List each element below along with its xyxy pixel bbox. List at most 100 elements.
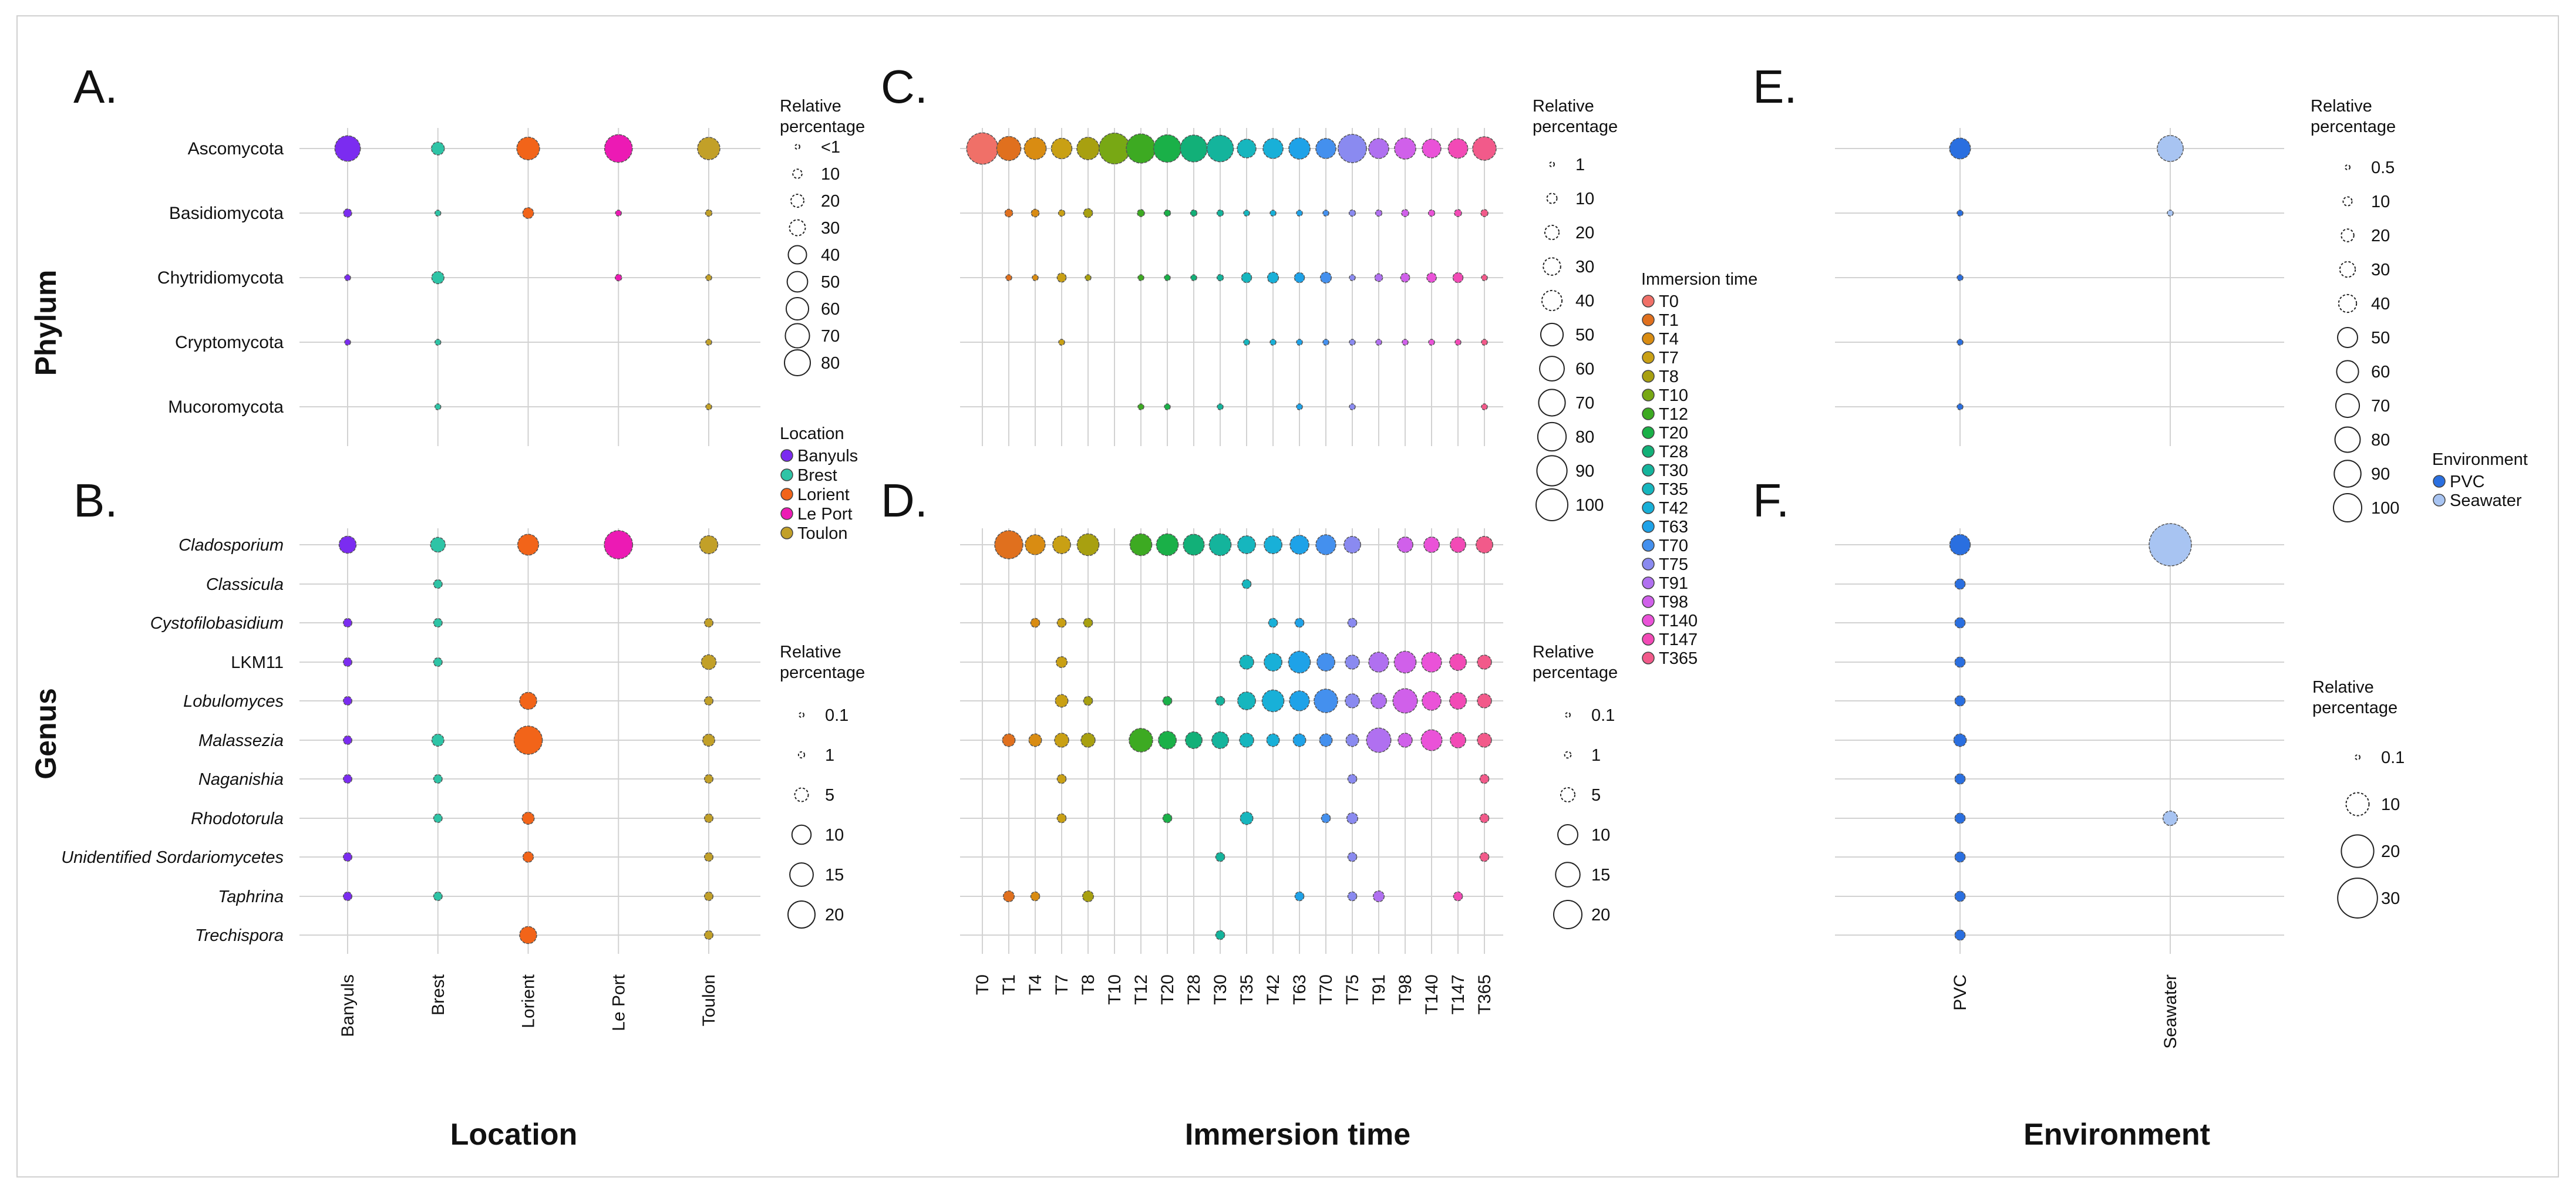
- panel-b-letter: B.: [73, 474, 118, 527]
- legend-label-t10: T10: [1659, 386, 1688, 405]
- panel-d-bubble-lkm11-t7: [1055, 656, 1068, 669]
- panel-d-bubble-lobulomyces-t75: [1345, 693, 1360, 708]
- panel-b-bubble-cystofilobasidium-banyuls: [342, 618, 353, 628]
- panel-c-bubble-chytridiomycota-t91: [1374, 273, 1383, 282]
- panel-d-bubble-cladosporium-t20: [1156, 533, 1179, 556]
- panel-d-bubble-malassezia-t8: [1080, 733, 1096, 748]
- panel-c-bubble-ascomycota-t20: [1153, 134, 1182, 163]
- x-tick-t30: T30: [1211, 974, 1230, 1005]
- panel-d-bubble-unidentified-sordariomycetes-t365: [1479, 852, 1490, 862]
- legend-label-pvc: PVC: [2450, 473, 2485, 491]
- panel-c-size-legend-circle: [1543, 257, 1561, 276]
- panel-f-bubble-rhodotorula-pvc: [1954, 812, 1966, 824]
- legend-label-t70: T70: [1659, 537, 1688, 555]
- panel-c-bubble-ascomycota-t4: [1023, 137, 1047, 160]
- panel-b-bubble-trechispora-toulon: [703, 930, 714, 940]
- panel-c-bubble-cryptomycota-t365: [1481, 339, 1488, 346]
- panel-e-bubble-ascomycota-seawater: [2157, 135, 2184, 162]
- panel-a-bubble-basidiomycota-brest: [435, 210, 442, 217]
- panel-c-bubble-mucoromycota-t75: [1349, 403, 1356, 410]
- x-tick-t20: T20: [1158, 974, 1177, 1005]
- legend-dot-t70: [1642, 539, 1655, 552]
- panel-c-bubble-basidiomycota-t1: [1004, 208, 1013, 218]
- panel-d-bubble-naganishia-t7: [1056, 774, 1067, 784]
- panel-d-bubble-lkm11-t63: [1288, 650, 1311, 674]
- panel-c-bubble-cryptomycota-t7: [1058, 339, 1065, 346]
- panel-b-bubble-cladosporium-le-port: [604, 530, 634, 559]
- panel-a-size-legend-label: 80: [821, 354, 840, 373]
- panel-a-size-legend-label: 60: [821, 300, 840, 319]
- panel-c-bubble-chytridiomycota-t75: [1349, 274, 1356, 281]
- panel-d-bubble-malassezia-t1: [1002, 733, 1016, 747]
- legend-label-t28: T28: [1659, 443, 1688, 461]
- side-label-phylum: Phylum: [29, 270, 62, 376]
- panel-c-bubble-basidiomycota-t30: [1216, 209, 1224, 217]
- legend-label-brest: Brest: [797, 466, 837, 485]
- x-tick-banyuls: Banyuls: [338, 974, 358, 1037]
- panel-d-bubble-cystofilobasidium-t7: [1056, 618, 1067, 628]
- panel-d-bubble-lobulomyces-t30: [1215, 696, 1225, 706]
- x-tick-t147: T147: [1449, 974, 1468, 1014]
- panel-d-size-legend-label: 0.1: [1591, 706, 1615, 725]
- panel-b-size-legend-label: 0.1: [825, 706, 848, 725]
- panel-c-size-legend-label: 50: [1575, 326, 1594, 345]
- bottom-title-location: Location: [450, 1118, 578, 1152]
- legend-label-t30: T30: [1659, 461, 1688, 480]
- panel-d-bubble-cladosporium-t70: [1315, 534, 1336, 555]
- legend-label-t63: T63: [1659, 518, 1688, 537]
- panel-b-size-legend-label: 1: [825, 746, 834, 765]
- legend-dot-banyuls: [780, 449, 793, 462]
- panel-d-bubble-lobulomyces-t8: [1083, 696, 1093, 706]
- row-label-classicula: Classicula: [206, 575, 284, 594]
- panel-c-size-legend-circle: [1538, 389, 1566, 417]
- panel-f-letter: F.: [1753, 474, 1789, 527]
- panel-c-bubble-chytridiomycota-t20: [1164, 274, 1171, 281]
- legend-dot-t91: [1642, 576, 1655, 589]
- panel-c-bubble-cryptomycota-t70: [1322, 339, 1329, 346]
- panel-d-bubble-cladosporium-t75: [1343, 536, 1361, 554]
- panel-d-bubble-malassezia-t35: [1239, 733, 1254, 748]
- panel-c-bubble-mucoromycota-t365: [1481, 403, 1488, 410]
- panel-a-size-legend-circle: [789, 219, 806, 237]
- x-tick-t35: T35: [1237, 974, 1257, 1005]
- panel-c-letter: C.: [881, 60, 928, 113]
- panel-b-size-legend-title-2: percentage: [780, 663, 865, 682]
- legend-dot-t98: [1642, 595, 1655, 608]
- legend-dot-t75: [1642, 558, 1655, 571]
- panel-a-size-legend-circle: [785, 296, 810, 321]
- panel-e-bubble-basidiomycota-pvc: [1957, 210, 1964, 217]
- panel-d-bubble-cladosporium-t147: [1450, 537, 1466, 553]
- panel-d-bubble-taphrina-t75: [1347, 891, 1358, 902]
- x-tick-brest: Brest: [429, 974, 448, 1015]
- panel-f-bubble-cladosporium-seawater: [2149, 523, 2192, 566]
- panel-d: D. T0 T1 T4 T7 T8 T10 T12 T20 T28 T30 T35 T42 T63 T70 T…: [881, 474, 1618, 1014]
- panel-b-size-legend-label: 15: [825, 866, 844, 885]
- panel-a-size-legend-label: <1: [821, 138, 840, 157]
- panel-d-bubble-cystofilobasidium-t42: [1268, 618, 1278, 628]
- panel-d-bubble-taphrina-t91: [1372, 890, 1385, 903]
- panel-e-size-legend-circle: [2338, 293, 2358, 313]
- legend-label-t0: T0: [1659, 292, 1679, 311]
- x-tick-t91: T91: [1369, 974, 1389, 1005]
- x-tick-lorient: Lorient: [519, 974, 538, 1028]
- panel-c-size-legend-title-2: percentage: [1533, 117, 1618, 136]
- panel-e-size-legend-label: 40: [2371, 295, 2390, 313]
- panel-d-bubble-taphrina-t147: [1453, 891, 1463, 902]
- panel-c-size-legend-circle: [1540, 322, 1564, 347]
- panel-f-bubble-naganishia-pvc: [1954, 773, 1966, 785]
- row-label-cystofilobasidium: Cystofilobasidium: [150, 614, 284, 633]
- legend-dot-t63: [1642, 520, 1655, 533]
- panel-c-size-legend-circle: [1549, 161, 1555, 167]
- panel-c-bubble-ascomycota-t10: [1098, 132, 1131, 165]
- panel-f-size-legend-label: 30: [2381, 889, 2400, 908]
- panel-d-bubble-rhodotorula-t7: [1056, 813, 1067, 824]
- panel-d-bubble-malassezia-t98: [1398, 733, 1413, 748]
- panel-b-bubble-cystofilobasidium-toulon: [703, 618, 714, 628]
- legend-dot-le-port: [780, 507, 793, 520]
- panel-d-size-legend-circle: [1560, 787, 1575, 802]
- panel-d-bubble-lkm11-t35: [1239, 654, 1254, 670]
- panel-a-size-legend-circle: [794, 144, 800, 150]
- legend-label-t1: T1: [1659, 311, 1679, 330]
- panel-e-size-legend-label: 90: [2371, 465, 2390, 484]
